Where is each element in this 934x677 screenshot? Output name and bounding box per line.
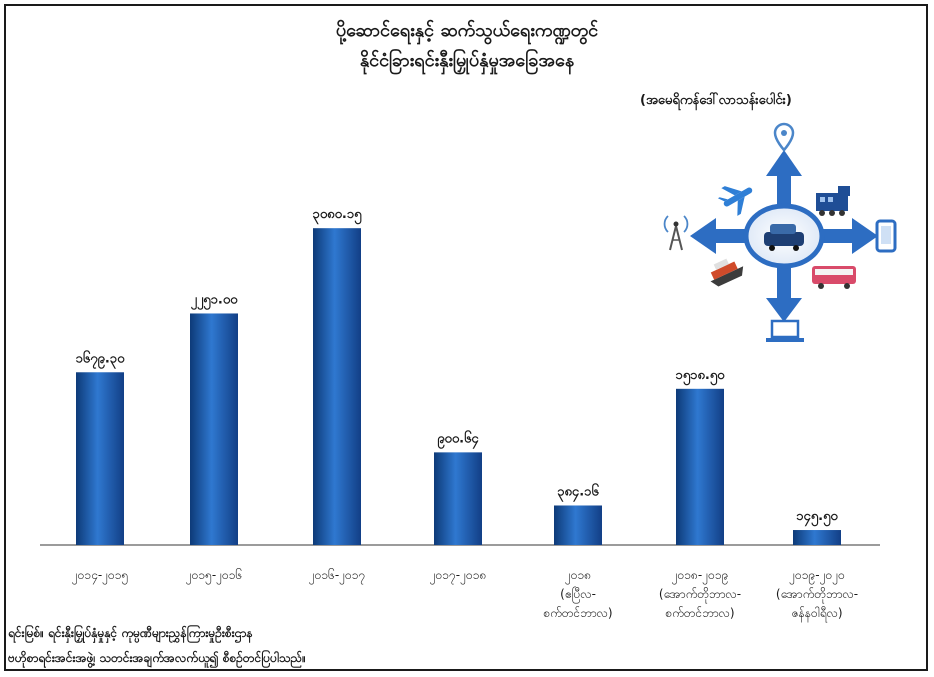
category-label-4-1: (ဧပြီလ- (560, 586, 596, 604)
unit-label: (အမေရိကန်ဒေါ်လာသန်းပေါင်း) (640, 93, 792, 108)
bar-value-label-3: ၉၀၀.၆၄ (437, 429, 479, 449)
arrow-up-icon (766, 150, 802, 210)
chart-title-line1: ပို့ဆောင်ရေးနှင့် ဆက်သွယ်ရေးကဏ္ဍတွင် (335, 20, 599, 41)
category-label-1-0: ၂၀၁၅-၂၀၁၆ (186, 567, 243, 585)
bar-value-label-4: ၃၈၄.၁၆ (557, 482, 599, 502)
category-label-6-2: ဇန်နဝါရီလ) (791, 605, 842, 623)
category-label-5-0: ၂၀၁၈-၂၀၁၉ (672, 568, 729, 585)
bar-value-label-2: ၃၀၈၀.၁၅ (313, 207, 363, 225)
center-vehicles-icon (743, 203, 825, 269)
transport-infographic (663, 122, 897, 342)
smartphone-icon (875, 219, 897, 253)
category-label-5-1: (အောက်တိုဘာလ- (659, 586, 741, 604)
bus-icon (812, 266, 856, 289)
bar-value-label-5: ၁၅၁၈.၅၀ (676, 368, 726, 386)
category-label-6-1: (အောက်တိုဘာလ- (776, 586, 858, 604)
category-label-4-0: ၂၀၁၈ (565, 568, 591, 585)
arrow-left-icon (690, 218, 748, 254)
bar-6 (793, 530, 841, 545)
category-label-0-0: ၂၀၁၄-၂၀၁၅ (72, 568, 129, 585)
bar-value-label-6: ၁၄၅.၅၀ (796, 509, 838, 527)
ship-icon (710, 258, 744, 287)
source-line2: ဗဟိုစာရင်းအင်းအဖွဲ့၊ သတင်းအချက်အလက်ယူ၍ စ… (8, 651, 306, 665)
category-label-5-2: စက်တင်ဘာလ) (665, 605, 734, 620)
category-label-6-0: ၂၀၁၉-၂၀၂၀ (789, 568, 845, 585)
source-line1: ရင်းမြစ်။ ရင်းနှီးမြှုပ်နှံမှုနှင့် ကုမ္… (8, 626, 253, 640)
bar-3 (434, 452, 482, 545)
bar-value-label-1: ၂၂၅၁.၀၀ (191, 292, 239, 310)
bar-5 (676, 388, 724, 545)
bar-4 (554, 505, 602, 545)
category-label-4-2: စက်တင်ဘာလ) (543, 605, 612, 620)
laptop-icon (766, 319, 804, 342)
location-pin-icon (773, 122, 795, 152)
bar-value-label-0: ၁၆၇၉.၃၀ (76, 349, 126, 369)
arrow-down-icon (766, 262, 802, 322)
arrow-right-icon (820, 218, 878, 254)
antenna-tower-icon (663, 215, 689, 251)
bar-1 (190, 313, 238, 545)
category-label-3-0: ၂၀၁၇-၂၀၁၈ (430, 568, 487, 585)
chart-title-line2: နိုင်ငံခြားရင်းနှီးမြှုပ်နှံမှုအခြေအနေ (359, 50, 575, 71)
bar-2 (313, 228, 361, 545)
airplane-icon (717, 186, 753, 216)
category-label-2-0: ၂၀၁၆-၂၀၁၇ (309, 567, 366, 585)
bar-0 (76, 372, 124, 545)
train-icon (816, 186, 850, 216)
